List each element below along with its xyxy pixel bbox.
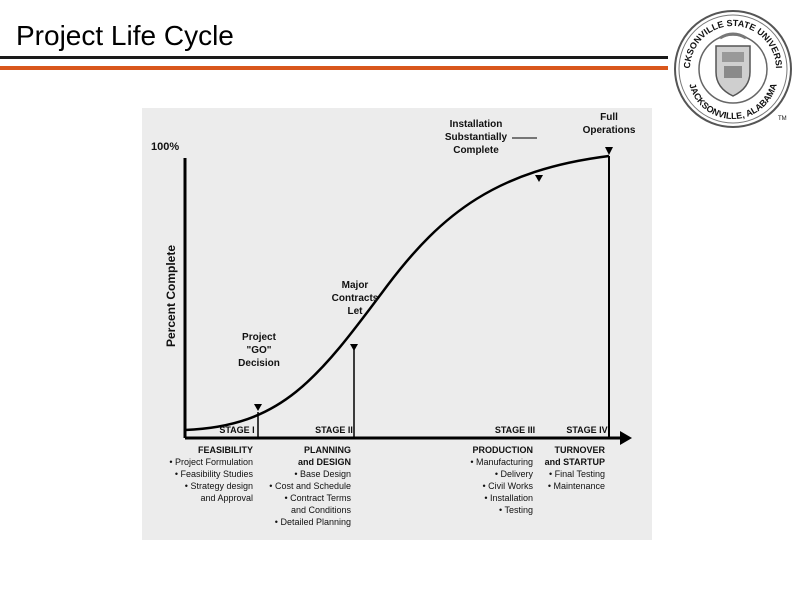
annotation-major-contracts-1: Major bbox=[342, 280, 369, 291]
stage-i-title: FEASIBILITY bbox=[198, 445, 253, 455]
stage-label-iii: STAGE III bbox=[495, 425, 535, 435]
annotation-full-operations-1: Full bbox=[600, 112, 618, 123]
stage-iv-item: • Maintenance bbox=[548, 481, 605, 491]
stage-iii-item: • Delivery bbox=[495, 469, 534, 479]
annotation-project-go-2: "GO" bbox=[246, 345, 271, 356]
title-rule-orange bbox=[0, 66, 668, 70]
annotation-installation-1: Installation bbox=[450, 119, 503, 130]
stage-i-item: • Strategy design bbox=[185, 481, 253, 491]
stage-i-item: and Approval bbox=[200, 493, 253, 503]
stage-iii-item: • Manufacturing bbox=[470, 457, 533, 467]
project-life-cycle-diagram: Percent Complete 100% Project "GO" Decis… bbox=[151, 112, 636, 527]
stage-ii-item: and Conditions bbox=[291, 505, 352, 515]
slide-title: Project Life Cycle bbox=[16, 20, 234, 51]
stage-label-ii: STAGE II bbox=[315, 425, 353, 435]
annotation-major-contracts-3: Let bbox=[348, 306, 364, 317]
annotation-major-contracts-2: Contracts bbox=[332, 293, 379, 304]
annotation-project-go-3: Decision bbox=[238, 358, 280, 369]
annotation-installation-3: Complete bbox=[453, 145, 499, 156]
stage-iii-item: • Installation bbox=[484, 493, 533, 503]
stage-i-item: • Feasibility Studies bbox=[175, 469, 254, 479]
x-axis-arrow-icon bbox=[620, 431, 632, 445]
annotation-project-go-1: Project bbox=[242, 332, 277, 343]
y-axis-label: Percent Complete bbox=[164, 245, 178, 347]
installation-arrow-icon bbox=[535, 175, 543, 182]
stage-label-iv: STAGE IV bbox=[566, 425, 607, 435]
title-rule-black bbox=[0, 56, 668, 59]
project-go-arrow-icon bbox=[254, 404, 262, 411]
stage-ii-item: • Detailed Planning bbox=[275, 517, 351, 527]
life-cycle-curve bbox=[184, 154, 610, 432]
annotation-installation-2: Substantially bbox=[445, 132, 508, 143]
stage-ii-title: PLANNING bbox=[304, 445, 351, 455]
stage-iv-title: and STARTUP bbox=[545, 457, 605, 467]
stage-ii-title: and DESIGN bbox=[298, 457, 351, 467]
stage-label-i: STAGE I bbox=[219, 425, 254, 435]
seal-trademark: TM bbox=[778, 116, 787, 122]
stage-ii-item: • Base Design bbox=[294, 469, 351, 479]
stage-iv-title: TURNOVER bbox=[554, 445, 605, 455]
major-contracts-arrow-icon bbox=[350, 344, 358, 351]
stage-ii-item: • Contract Terms bbox=[284, 493, 351, 503]
stage-i-item: • Project Formulation bbox=[169, 457, 253, 467]
full-operations-arrow-icon bbox=[605, 147, 613, 155]
y-axis-top-label: 100% bbox=[151, 141, 179, 153]
annotation-full-operations-2: Operations bbox=[583, 125, 636, 136]
diagram-panel: Percent Complete 100% Project "GO" Decis… bbox=[142, 108, 652, 540]
stage-iv-item: • Final Testing bbox=[549, 469, 605, 479]
university-seal-logo: JACKSONVILLE STATE UNIVERSITY JACKSONVIL… bbox=[672, 8, 792, 128]
stage-ii-item: • Cost and Schedule bbox=[269, 481, 351, 491]
stage-iii-title: PRODUCTION bbox=[473, 445, 534, 455]
stage-iii-item: • Testing bbox=[499, 505, 533, 515]
stage-iii-item: • Civil Works bbox=[483, 481, 534, 491]
